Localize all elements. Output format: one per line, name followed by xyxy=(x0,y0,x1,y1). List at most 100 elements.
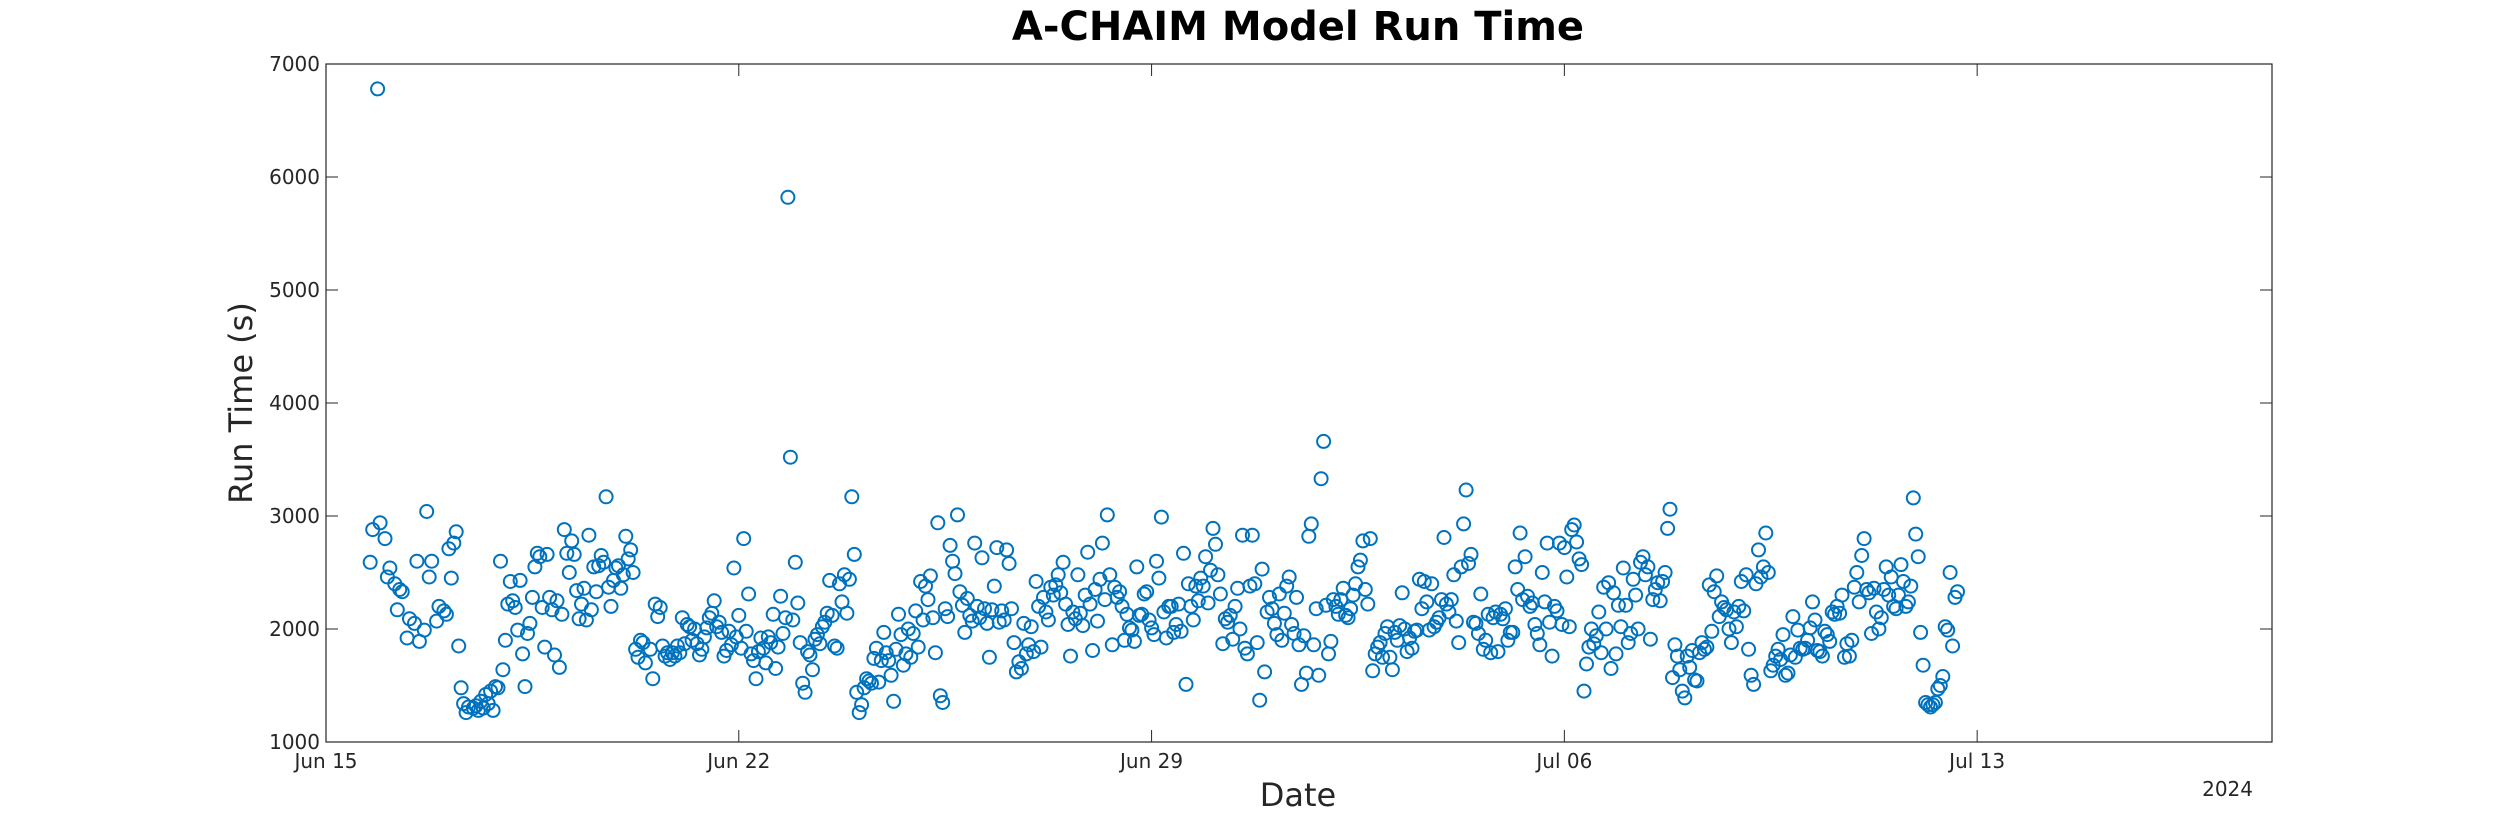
data-point xyxy=(1436,530,1452,545)
data-point xyxy=(787,554,803,570)
data-point xyxy=(561,565,577,580)
data-point xyxy=(1013,661,1029,676)
data-point xyxy=(679,617,695,632)
data-point xyxy=(861,673,877,689)
data-point xyxy=(1151,570,1167,586)
data-point xyxy=(1446,567,1462,583)
data-point xyxy=(1500,632,1516,648)
data-point xyxy=(773,588,789,604)
data-point xyxy=(1050,567,1066,583)
data-point xyxy=(797,684,813,700)
data-point xyxy=(1222,607,1238,623)
data-point xyxy=(1805,594,1820,610)
data-point xyxy=(615,567,631,583)
data-point xyxy=(581,527,597,543)
data-point xyxy=(1873,610,1889,626)
data-point xyxy=(1738,567,1754,583)
data-point xyxy=(768,661,784,676)
data-point xyxy=(763,635,779,651)
data-point xyxy=(864,675,879,691)
data-point xyxy=(881,653,897,669)
data-point xyxy=(1598,621,1614,637)
data-point xyxy=(959,591,975,606)
data-point xyxy=(1640,559,1656,575)
data-point xyxy=(1660,520,1676,536)
data-point xyxy=(1895,574,1911,589)
data-point xyxy=(1004,601,1019,617)
data-point xyxy=(1699,639,1715,655)
data-point xyxy=(1751,542,1766,558)
data-point xyxy=(1225,631,1241,647)
data-point xyxy=(537,639,553,655)
data-point xyxy=(493,553,508,569)
data-point xyxy=(1807,612,1823,628)
data-point xyxy=(429,613,445,629)
data-point xyxy=(485,702,501,718)
data-point xyxy=(1628,587,1644,603)
data-point xyxy=(377,531,393,547)
y-tick-label: 7000 xyxy=(269,52,320,76)
data-point xyxy=(551,659,567,675)
data-point xyxy=(1200,595,1216,611)
data-point xyxy=(805,662,820,678)
y-tick-label: 1000 xyxy=(269,730,320,754)
data-point xyxy=(362,554,378,570)
data-point xyxy=(986,578,1002,594)
data-point xyxy=(1040,612,1056,628)
data-point xyxy=(1613,619,1629,635)
data-point xyxy=(996,612,1012,628)
data-point xyxy=(1163,598,1179,614)
data-point xyxy=(829,640,845,656)
data-point xyxy=(524,589,540,605)
data-point xyxy=(556,522,572,538)
data-point xyxy=(1178,676,1194,692)
data-point xyxy=(723,637,739,653)
data-point xyxy=(866,650,882,666)
data-point xyxy=(1950,584,1965,600)
x-tick-label: Jul 06 xyxy=(1534,749,1592,773)
data-point xyxy=(1173,623,1189,639)
data-point xyxy=(1357,582,1373,597)
y-tick-label: 5000 xyxy=(269,278,320,302)
data-point xyxy=(1608,646,1624,662)
x-tick-label: Jun 29 xyxy=(1118,749,1183,773)
data-point xyxy=(1296,628,1312,644)
data-point xyxy=(566,546,582,562)
data-point xyxy=(1802,620,1818,636)
data-point xyxy=(571,611,587,627)
data-point xyxy=(1180,576,1196,592)
data-point xyxy=(809,627,825,643)
data-point xyxy=(748,671,764,687)
data-point xyxy=(841,571,857,587)
data-point xyxy=(618,528,634,544)
data-point xyxy=(583,602,599,618)
data-point xyxy=(1458,482,1474,498)
data-point xyxy=(534,600,550,615)
data-point xyxy=(795,675,811,691)
data-point xyxy=(1785,609,1801,625)
data-point xyxy=(1323,633,1339,649)
data-point xyxy=(515,646,531,662)
data-point xyxy=(839,605,855,621)
data-point xyxy=(1316,433,1332,449)
data-point xyxy=(1849,565,1865,580)
data-point xyxy=(738,623,754,639)
data-point xyxy=(696,629,712,645)
data-point xyxy=(448,524,464,540)
data-point xyxy=(1517,549,1533,565)
data-point xyxy=(593,548,609,563)
data-point xyxy=(770,639,786,655)
data-point xyxy=(1618,597,1634,613)
data-point xyxy=(1942,565,1958,580)
data-point xyxy=(669,638,685,654)
data-point xyxy=(989,540,1005,556)
data-point xyxy=(778,610,793,626)
data-point xyxy=(1350,559,1366,575)
data-point xyxy=(372,515,388,531)
data-point xyxy=(453,680,469,696)
data-point xyxy=(620,551,636,567)
data-point xyxy=(1637,567,1653,583)
x-tick-label: Jul 13 xyxy=(1947,749,2005,773)
data-point xyxy=(1011,654,1027,670)
data-point xyxy=(1905,490,1921,506)
